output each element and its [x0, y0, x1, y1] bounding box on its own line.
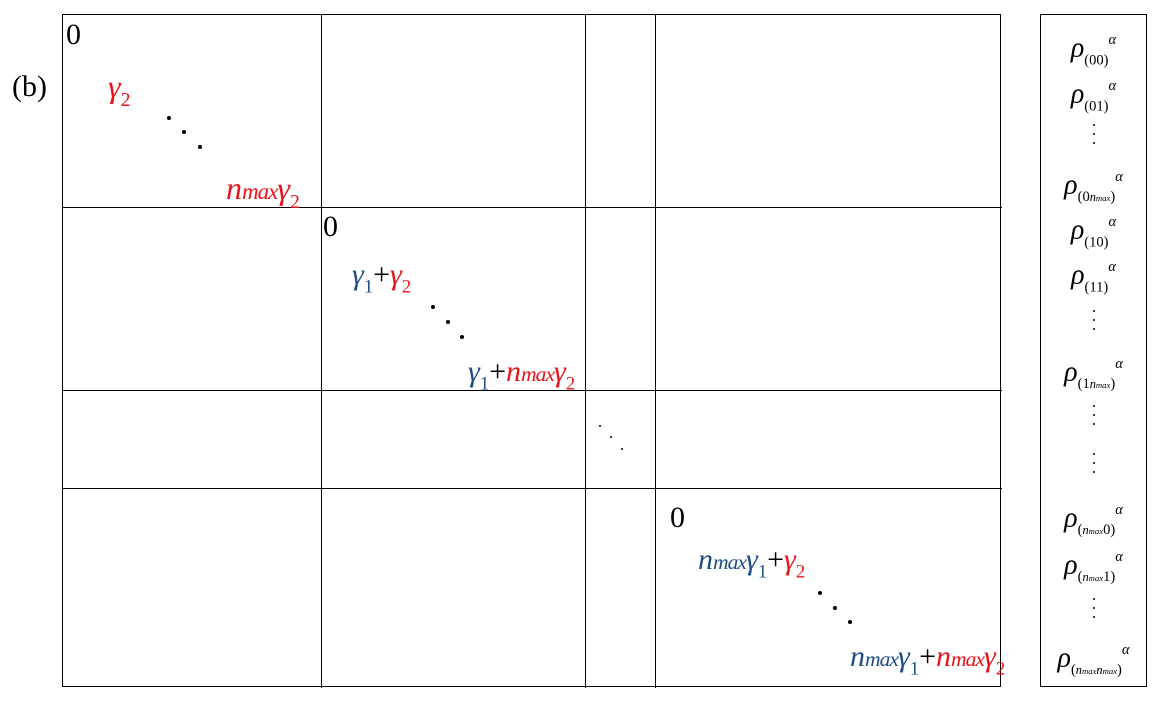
vdots-1b	[1093, 133, 1095, 135]
vdots-4c	[1093, 471, 1095, 473]
block2-zero: 0	[323, 210, 338, 243]
middle-ddot-3	[621, 448, 623, 450]
vdots-5c	[1093, 616, 1095, 618]
rho-nmax0: ρ(nmax0)α	[1064, 502, 1123, 539]
block3-first-entry: nmaxγ1+γ2	[698, 543, 806, 583]
block1-first-entry: γ2	[108, 68, 131, 111]
rho-nmaxnmax: ρ(nmaxnmax)α	[1057, 642, 1130, 679]
middle-ddot-1	[599, 425, 601, 427]
block1-zero: 0	[66, 18, 81, 51]
block3-ddot-3	[848, 620, 852, 624]
vdots-1a	[1093, 124, 1095, 126]
block1-last-entry: nmaxγ2	[226, 170, 300, 213]
rho-nmax1: ρ(nmax1)α	[1064, 549, 1123, 586]
vdots-5b	[1093, 607, 1095, 609]
block2-first-entry: γ1+γ2	[352, 258, 412, 298]
vdots-3b	[1093, 414, 1095, 416]
block2-ddot-1	[431, 305, 435, 309]
block1-ddot-1	[167, 116, 171, 120]
rho-0nmax: ρ(0nmax)α	[1064, 169, 1123, 206]
vdots-5a	[1093, 598, 1095, 600]
block3-zero: 0	[670, 501, 685, 534]
vdots-3a	[1093, 405, 1095, 407]
rho-vector: ρ(00)α ρ(01)α ρ(0nmax)α ρ(10)α ρ(11)α ρ(…	[1040, 14, 1147, 687]
block1-ddot-3	[198, 145, 202, 149]
panel-label: (b)	[12, 70, 47, 103]
block3-ddot-1	[818, 591, 822, 595]
vdots-2c	[1093, 328, 1095, 330]
rho-1nmax: ρ(1nmax)α	[1064, 356, 1123, 393]
block3-last-entry: nmaxγ1+nmaxγ2	[850, 640, 1006, 680]
middle-ddot-2	[610, 436, 612, 438]
block2-ddot-3	[460, 335, 464, 339]
block3-ddot-2	[833, 606, 837, 610]
rho-10: ρ(10)α	[1070, 214, 1117, 251]
block-matrix-grid	[62, 14, 1002, 688]
vdots-2a	[1093, 310, 1095, 312]
rho-11: ρ(11)α	[1071, 259, 1116, 296]
rho-01: ρ(01)α	[1070, 78, 1117, 115]
block2-ddot-2	[446, 320, 450, 324]
vdots-4b	[1093, 462, 1095, 464]
block2-last-entry: γ1+nmaxγ2	[468, 355, 576, 395]
rho-00: ρ(00)α	[1070, 32, 1117, 69]
vdots-2b	[1093, 319, 1095, 321]
vdots-4a	[1093, 453, 1095, 455]
vdots-3c	[1093, 423, 1095, 425]
vdots-1c	[1093, 142, 1095, 144]
block1-ddot-2	[182, 130, 186, 134]
